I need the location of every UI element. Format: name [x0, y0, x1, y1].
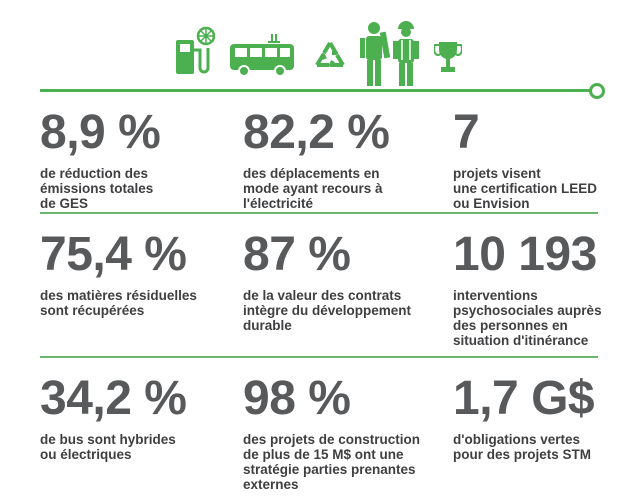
desc-line: interventions	[453, 288, 538, 303]
stat-description: de réduction des émissions totales de GE…	[40, 166, 230, 211]
stat-sustainable-contracts: 87 % de la valeur des contrats intègre d…	[243, 228, 433, 334]
desc-line: situation d'itinérance	[453, 333, 589, 348]
divider-1	[40, 212, 598, 214]
desc-line: ou électriques	[40, 447, 132, 462]
divider-2	[40, 356, 598, 358]
desc-line: de la valeur des contrats	[243, 288, 402, 303]
stat-green-bonds: 1,7 G$ d'obligations vertes pour des pro…	[453, 372, 640, 463]
desc-line: stratégie parties prenantes	[243, 462, 416, 477]
stat-psychosocial-interventions: 10 193 interventions psychosociales aupr…	[453, 228, 640, 349]
desc-line: d'obligations vertes	[453, 432, 580, 447]
stat-value: 1,7 G$	[453, 372, 595, 425]
stat-value: 82,2 %	[243, 106, 390, 159]
stat-description: interventions psychosociales auprès des …	[453, 288, 640, 348]
desc-line: des personnes en	[453, 318, 568, 333]
stat-description: de bus sont hybrides ou électriques	[40, 432, 230, 462]
stat-hybrid-buses: 34,2 % de bus sont hybrides ou électriqu…	[40, 372, 230, 463]
fuel-pump-icon	[176, 26, 216, 74]
desc-line: des projets de construction	[243, 432, 421, 447]
desc-line: de GES	[40, 196, 89, 211]
stat-value: 87 %	[243, 228, 351, 281]
desc-line: psychosociales auprès	[453, 303, 602, 318]
desc-line: projets visent	[453, 166, 541, 181]
electric-bus-icon	[230, 34, 294, 77]
desc-line: externes	[243, 477, 299, 492]
icon-strip	[0, 12, 640, 86]
stat-description: de la valeur des contrats intègre du dév…	[243, 288, 433, 333]
stat-value: 34,2 %	[40, 372, 187, 425]
workers-icon	[360, 21, 419, 86]
desc-line: de bus sont hybrides	[40, 432, 176, 447]
stat-description: des déplacements en mode ayant recours à…	[243, 166, 433, 211]
top-rule	[40, 89, 592, 92]
desc-line: pour des projets STM	[453, 447, 592, 462]
stat-description: projets visent une certification LEED ou…	[453, 166, 640, 211]
desc-line: des matières résiduelles	[40, 288, 197, 303]
desc-line: des déplacements en	[243, 166, 380, 181]
stat-construction-projects: 98 % des projets de construction de plus…	[243, 372, 433, 493]
desc-line: une certification LEED	[453, 181, 598, 196]
top-rule-endpoint	[589, 83, 605, 99]
stat-leed-projects: 7 projets visent une certification LEED …	[453, 106, 640, 212]
recycle-icon	[315, 41, 345, 67]
trophy-icon	[434, 42, 462, 72]
stat-electric-trips: 82,2 % des déplacements en mode ayant re…	[243, 106, 433, 212]
desc-line: mode ayant recours à	[243, 181, 383, 196]
desc-line: émissions totales	[40, 181, 154, 196]
desc-line: ou Envision	[453, 196, 530, 211]
desc-line: de réduction des	[40, 166, 149, 181]
stat-value: 98 %	[243, 372, 351, 425]
stat-value: 8,9 %	[40, 106, 161, 159]
stat-description: des matières résiduelles sont récupérées	[40, 288, 230, 318]
desc-line: intègre du développement	[243, 303, 412, 318]
desc-line: durable	[243, 318, 292, 333]
stat-value: 75,4 %	[40, 228, 187, 281]
desc-line: l'électricité	[243, 196, 313, 211]
desc-line: sont récupérées	[40, 303, 145, 318]
stat-value: 10 193	[453, 228, 597, 281]
stat-description: des projets de construction de plus de 1…	[243, 432, 433, 492]
stat-value: 7	[453, 106, 480, 159]
stat-description: d'obligations vertes pour des projets ST…	[453, 432, 640, 462]
desc-line: de plus de 15 M$ ont une	[243, 447, 404, 462]
stat-residual-materials: 75,4 % des matières résiduelles sont réc…	[40, 228, 230, 319]
stat-ghg-reduction: 8,9 % de réduction des émissions totales…	[40, 106, 230, 212]
